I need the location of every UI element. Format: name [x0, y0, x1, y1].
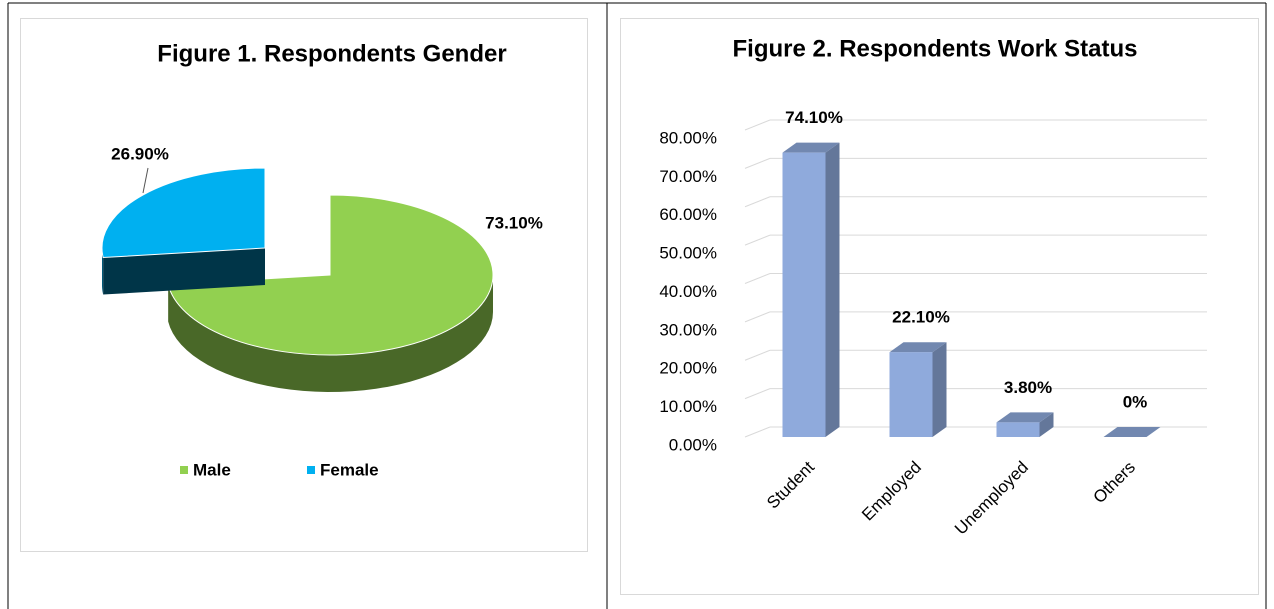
- y-tick-label: 50.00%: [659, 244, 717, 263]
- y-tick-label: 70.00%: [659, 167, 717, 186]
- bar-top: [889, 342, 947, 353]
- x-tick-label: Student: [763, 457, 818, 512]
- x-tick-label: Employed: [858, 458, 925, 525]
- grid-line: [744, 119, 771, 131]
- x-tick-label: Others: [1089, 458, 1139, 508]
- pie-side: [103, 248, 266, 295]
- x-tick-label: Unemployed: [951, 458, 1032, 539]
- bar-top: [996, 412, 1054, 423]
- bar-top: [782, 142, 840, 153]
- data-label: 74.10%: [785, 108, 843, 127]
- grid-line: [744, 349, 771, 361]
- pie-side: [168, 275, 493, 392]
- y-tick-label: 80.00%: [659, 128, 717, 147]
- bar-side: [825, 142, 840, 438]
- leader-line: [142, 167, 149, 194]
- grid-line: [744, 311, 771, 323]
- y-tick-label: 30.00%: [659, 320, 717, 339]
- bar: [782, 152, 826, 438]
- legend-label: Female: [320, 460, 379, 479]
- pie-slice: [167, 194, 494, 356]
- y-tick-label: 0.00%: [669, 435, 717, 454]
- chart-title: Figure 2. Respondents Work Status: [733, 35, 1138, 62]
- chart-frame: [20, 18, 588, 552]
- legend-swatch: [307, 466, 315, 474]
- pie-slice: [101, 167, 266, 259]
- grid-line: [744, 388, 771, 400]
- data-label: 3.80%: [1004, 378, 1052, 397]
- pie-side: [102, 248, 104, 295]
- legend-label: Male: [193, 460, 231, 479]
- grid-line: [744, 426, 771, 438]
- y-tick-label: 10.00%: [659, 397, 717, 416]
- y-tick-label: 40.00%: [659, 282, 717, 301]
- data-label: 26.90%: [111, 144, 169, 163]
- bar-top: [1103, 427, 1161, 437]
- grid-line: [744, 273, 771, 284]
- grid-line: [744, 157, 771, 169]
- y-tick-label: 60.00%: [659, 205, 717, 224]
- data-label: 0%: [1123, 392, 1148, 411]
- chart-frame: [620, 18, 1259, 595]
- chart-title: Figure 1. Respondents Gender: [157, 40, 506, 67]
- legend-swatch: [180, 466, 188, 474]
- grid-line: [744, 196, 771, 208]
- grid-line: [744, 234, 771, 246]
- data-label: 73.10%: [485, 213, 543, 232]
- bar: [996, 422, 1040, 437]
- bar: [889, 352, 933, 437]
- y-tick-label: 20.00%: [659, 359, 717, 378]
- bar-side: [1039, 412, 1054, 437]
- bar-side: [932, 342, 947, 437]
- data-label: 22.10%: [892, 308, 950, 327]
